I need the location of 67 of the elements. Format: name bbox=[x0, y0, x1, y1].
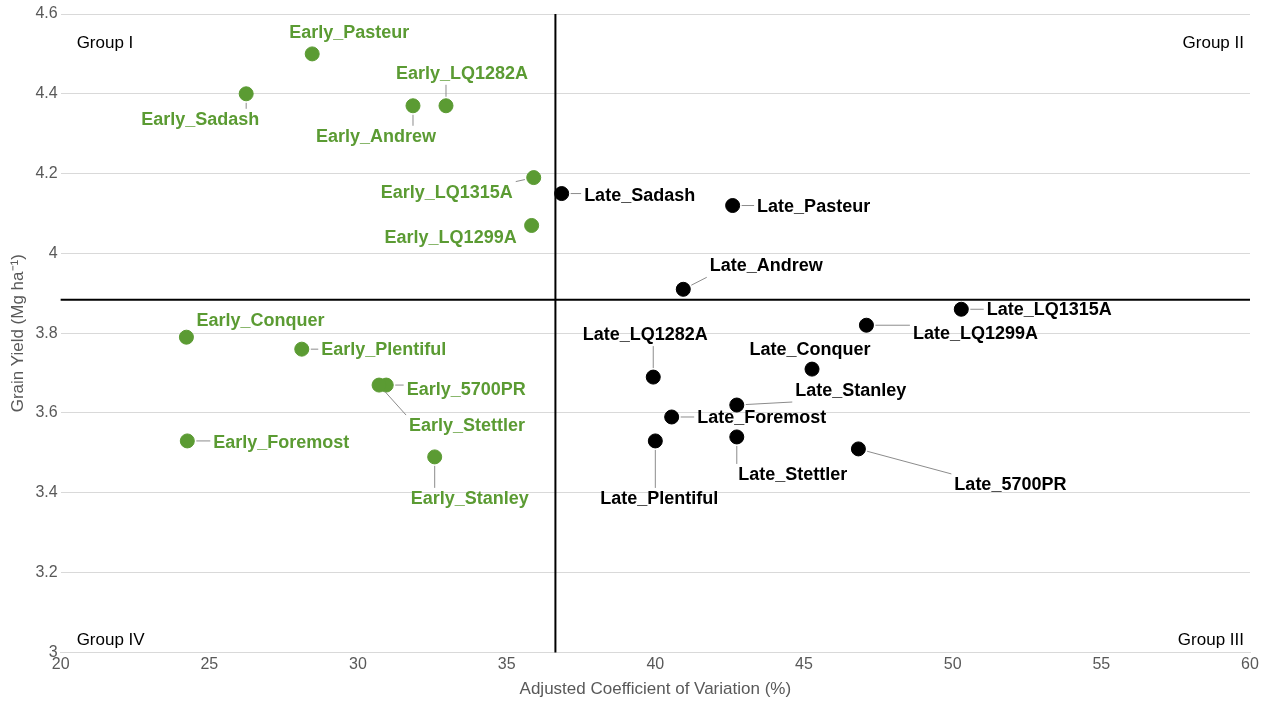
x-axis-title: Adjusted Coefficient of Variation (%) bbox=[519, 679, 792, 699]
annotation: Late_Foremost bbox=[697, 406, 827, 427]
annotation: Early_Foremost bbox=[213, 431, 350, 452]
x-tick-label: 40 bbox=[646, 655, 665, 673]
annotation: Early_Pasteur bbox=[289, 21, 410, 42]
annotation: Late_Stanley bbox=[795, 379, 907, 400]
annotation: Early_LQ1299A bbox=[384, 227, 517, 248]
point bbox=[524, 217, 540, 233]
annotation: Group II bbox=[1182, 32, 1244, 52]
point bbox=[645, 369, 661, 385]
annotation: Late_Plentiful bbox=[600, 487, 719, 508]
y-tick-label: 3.2 bbox=[35, 563, 58, 581]
annotation: Early_Sadash bbox=[141, 108, 260, 129]
point bbox=[850, 441, 866, 457]
annotation: Early_Stanley bbox=[410, 487, 529, 508]
annotation: Early_Conquer bbox=[196, 310, 325, 331]
annotation: Late_Andrew bbox=[709, 255, 824, 276]
point bbox=[858, 317, 874, 333]
annotation: Early_LQ1315A bbox=[380, 181, 513, 202]
y-tick-label: 4 bbox=[48, 243, 58, 261]
annotation: Late_LQ1282A bbox=[582, 324, 708, 345]
annotation: Group IV bbox=[76, 630, 146, 650]
x-tick-label: 50 bbox=[943, 655, 962, 673]
annotation: Late_Conquer bbox=[749, 339, 871, 360]
point bbox=[238, 86, 254, 102]
x-tick-label: 25 bbox=[200, 655, 219, 673]
point bbox=[729, 429, 745, 445]
annotation: Early_Plentiful bbox=[321, 339, 447, 360]
point bbox=[725, 198, 741, 214]
point bbox=[675, 281, 691, 297]
y-tick-label: 3.4 bbox=[35, 483, 58, 501]
point bbox=[664, 409, 680, 425]
point bbox=[953, 301, 969, 317]
y-axis-title: Grain Yield (Mg ha⁻¹) bbox=[7, 254, 27, 413]
annotation: Group I bbox=[76, 32, 134, 52]
x-tick-label: 30 bbox=[349, 655, 367, 673]
point bbox=[405, 98, 421, 114]
point bbox=[647, 433, 663, 449]
x-tick-label: 45 bbox=[795, 655, 813, 673]
annotation: Late_5700PR bbox=[954, 473, 1067, 494]
x-tick-label: 60 bbox=[1241, 655, 1259, 673]
point bbox=[179, 433, 195, 449]
point bbox=[526, 170, 542, 186]
y-tick-label: 3.6 bbox=[35, 403, 58, 421]
y-tick-label: 4.4 bbox=[35, 84, 58, 102]
point bbox=[304, 46, 320, 62]
annotation: Late_Sadash bbox=[584, 184, 696, 205]
annotation: Late_LQ1299A bbox=[912, 323, 1038, 344]
point bbox=[427, 449, 443, 465]
x-tick-label: 35 bbox=[497, 655, 516, 673]
annotation: Early_LQ1282A bbox=[395, 62, 529, 83]
annotation: Early_5700PR bbox=[406, 379, 526, 400]
annotation: Late_LQ1315A bbox=[986, 299, 1112, 320]
annotation: Early_Andrew bbox=[315, 125, 438, 146]
annotation: Group III bbox=[1177, 630, 1244, 650]
x-tick-label: 55 bbox=[1092, 655, 1111, 673]
y-tick-label: 4.2 bbox=[35, 164, 58, 182]
point bbox=[804, 361, 820, 377]
annotation: Late_Pasteur bbox=[757, 196, 871, 217]
point bbox=[438, 98, 454, 114]
annotation: Late_Stettler bbox=[738, 463, 848, 484]
point bbox=[294, 341, 310, 357]
point bbox=[554, 186, 570, 202]
y-tick-label: 3.8 bbox=[35, 323, 58, 341]
annotation: Early_Stettler bbox=[409, 415, 526, 436]
y-tick-label: 4.6 bbox=[35, 4, 58, 22]
point bbox=[178, 329, 194, 345]
